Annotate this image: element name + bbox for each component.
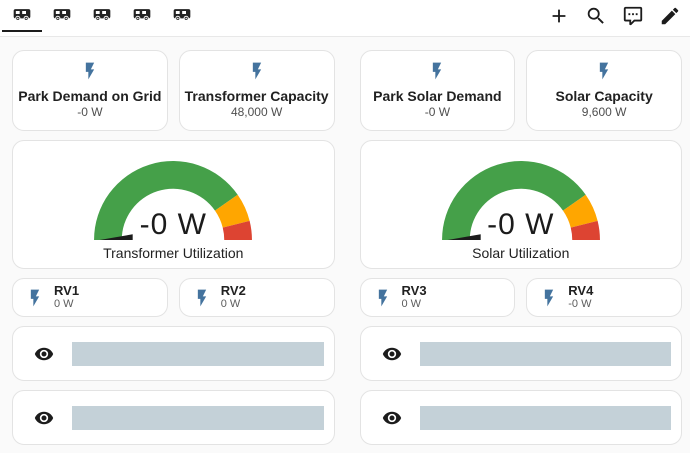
rv-icon bbox=[133, 9, 151, 21]
gauge-segment-green bbox=[441, 161, 586, 240]
stat-title: Park Demand on Grid bbox=[18, 88, 162, 104]
gauge: -0 W bbox=[89, 156, 257, 240]
rv-title: RV1 bbox=[54, 283, 80, 298]
gauge-needle bbox=[447, 234, 481, 240]
redacted-entity-name bbox=[419, 341, 671, 366]
stat-value: -0 W bbox=[77, 105, 103, 119]
stat-card-park-demand[interactable]: Park Demand on Grid -0 W bbox=[12, 50, 168, 131]
stat-value: 9,600 W bbox=[581, 105, 627, 119]
toolbar-actions bbox=[547, 0, 685, 32]
stat-title: Park Solar Demand bbox=[373, 88, 502, 104]
rv-value: 0 W bbox=[54, 298, 74, 310]
add-view-button[interactable] bbox=[547, 4, 571, 28]
rv-value: -0 W bbox=[568, 298, 592, 310]
toolbar bbox=[0, 0, 690, 37]
rv-title: RV4 bbox=[568, 283, 594, 298]
hidden-entity-card[interactable] bbox=[12, 390, 335, 445]
gauge-segment-orange bbox=[215, 194, 250, 228]
redacted-entity-name bbox=[72, 405, 324, 430]
stat-title: Solar Capacity bbox=[555, 88, 653, 104]
flash-icon bbox=[433, 62, 442, 80]
gauge-label: Solar Utilization bbox=[472, 245, 570, 261]
gauge-arc bbox=[441, 161, 600, 240]
rv-card-rv1[interactable]: RV1 0 W bbox=[12, 278, 168, 317]
gauge-label: Transformer Utilization bbox=[103, 245, 244, 261]
flash-icon bbox=[545, 289, 554, 306]
tab-view-5[interactable] bbox=[162, 0, 202, 32]
tab-view-4[interactable] bbox=[122, 0, 162, 32]
flash-icon bbox=[85, 62, 95, 80]
stat-card-solar-demand[interactable]: Park Solar Demand -0 W bbox=[359, 50, 516, 131]
eye-icon bbox=[34, 347, 54, 360]
rv-card-rv2[interactable]: RV2 0 W bbox=[178, 278, 335, 317]
gauge-segment-orange bbox=[562, 194, 598, 228]
rv-row: RV1 0 W RV2 0 W bbox=[12, 278, 335, 317]
rv-card-rv4[interactable]: RV4 -0 W bbox=[526, 278, 682, 317]
gauge-needle bbox=[99, 234, 133, 240]
stat-row: Park Solar Demand -0 W Solar Capacity 9,… bbox=[359, 50, 682, 131]
gauge-segment-green bbox=[94, 161, 238, 240]
plus-icon bbox=[552, 9, 566, 23]
flash-icon bbox=[30, 289, 40, 306]
gauge-value: -0 W bbox=[487, 208, 555, 241]
gauge-segment-red bbox=[222, 220, 253, 240]
stat-title: Transformer Capacity bbox=[184, 88, 329, 104]
tab-view-1[interactable] bbox=[2, 0, 42, 32]
search-button[interactable] bbox=[584, 4, 608, 28]
hidden-entity-card[interactable] bbox=[359, 326, 682, 381]
tab-view-2[interactable] bbox=[42, 0, 82, 32]
gauge-segment-red bbox=[570, 220, 600, 240]
edit-dashboard-button[interactable] bbox=[658, 4, 682, 28]
view-tabs bbox=[2, 0, 202, 32]
eye-icon bbox=[382, 411, 401, 424]
rv-value: 0 W bbox=[220, 298, 241, 310]
rv-icon bbox=[93, 9, 111, 21]
rv-card-rv3[interactable]: RV3 0 W bbox=[359, 278, 516, 317]
column-solar: Park Solar Demand -0 W Solar Capacity 9,… bbox=[359, 50, 682, 445]
flash-icon bbox=[252, 62, 261, 80]
rv-icon bbox=[13, 9, 31, 21]
gauge-card-transformer[interactable]: -0 W Transformer Utilization bbox=[12, 140, 335, 269]
flash-icon bbox=[378, 289, 387, 306]
pencil-icon bbox=[661, 7, 679, 25]
stat-value: 48,000 W bbox=[230, 105, 283, 119]
gauge: -0 W bbox=[437, 156, 605, 240]
gauge-arc bbox=[94, 161, 253, 240]
tab-view-3[interactable] bbox=[82, 0, 122, 32]
assist-button[interactable] bbox=[621, 4, 645, 28]
eye-icon bbox=[382, 347, 401, 360]
dashboard-view: Park Demand on Grid -0 W Transformer Cap… bbox=[0, 37, 690, 452]
stat-row: Park Demand on Grid -0 W Transformer Cap… bbox=[12, 50, 335, 131]
redacted-entity-name bbox=[72, 341, 324, 366]
chat-icon bbox=[623, 6, 643, 26]
stat-value: -0 W bbox=[424, 105, 451, 119]
hidden-entity-card[interactable] bbox=[359, 390, 682, 445]
flash-icon bbox=[197, 289, 206, 306]
rv-row: RV3 0 W RV4 -0 W bbox=[359, 278, 682, 317]
gauge-value: -0 W bbox=[139, 208, 207, 241]
column-transformer: Park Demand on Grid -0 W Transformer Cap… bbox=[12, 50, 335, 445]
hidden-entity-card[interactable] bbox=[12, 326, 335, 381]
stat-card-solar-capacity[interactable]: Solar Capacity 9,600 W bbox=[526, 50, 682, 131]
rv-icon bbox=[53, 9, 71, 21]
redacted-entity-name bbox=[419, 405, 671, 430]
eye-icon bbox=[34, 411, 54, 424]
stat-card-transformer-capacity[interactable]: Transformer Capacity 48,000 W bbox=[178, 50, 335, 131]
rv-title: RV2 bbox=[220, 283, 246, 298]
search-icon bbox=[587, 7, 604, 24]
gauge-card-solar[interactable]: -0 W Solar Utilization bbox=[359, 140, 682, 269]
rv-title: RV3 bbox=[401, 283, 427, 298]
flash-icon bbox=[599, 62, 609, 80]
rv-value: 0 W bbox=[401, 298, 422, 310]
rv-icon bbox=[173, 9, 191, 21]
